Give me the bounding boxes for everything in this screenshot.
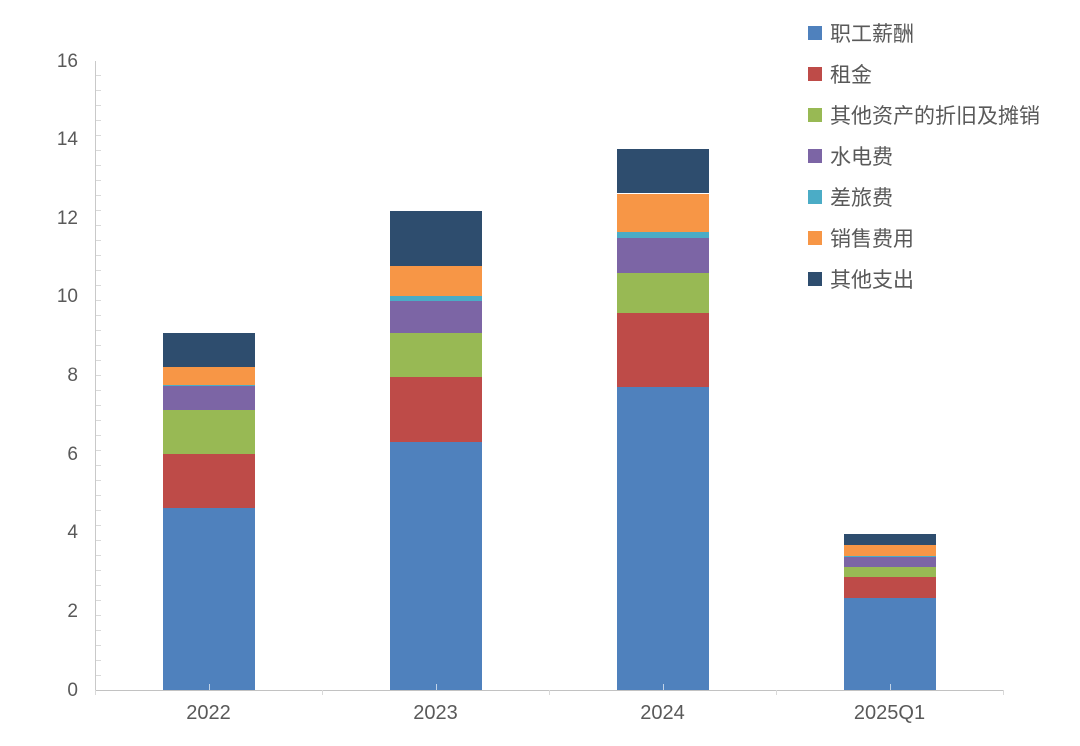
legend-item-1: 租金 xyxy=(808,53,1040,94)
legend-label: 销售费用 xyxy=(830,227,914,251)
y-tick-label-0: 0 xyxy=(67,679,78,701)
x-tick-label-2024: 2024 xyxy=(640,702,685,724)
bar-2025Q1-segment xyxy=(843,534,936,545)
y-tick-label-4: 4 xyxy=(67,522,78,544)
bar-2022-segment xyxy=(162,410,255,455)
x-axis-tick xyxy=(95,690,96,695)
bar-2024-segment xyxy=(616,273,709,313)
bar-2024-segment xyxy=(616,237,709,274)
legend-swatch-icon xyxy=(808,189,822,204)
x-tick-label-2022: 2022 xyxy=(186,702,231,724)
legend: 职工薪酬租金其他资产的折旧及摊销 水电费差旅费销售费用其他支出 xyxy=(808,12,1040,299)
bar-2023-segment xyxy=(389,442,482,690)
y-tick-label-14: 14 xyxy=(56,129,78,151)
y-tick-label-12: 12 xyxy=(56,207,78,229)
bar-2023-segment xyxy=(389,211,482,266)
bar-2022-segment xyxy=(162,366,255,385)
bar-2023-segment xyxy=(389,333,482,378)
bar-2025Q1-segment xyxy=(843,555,936,557)
y-tick-label-2: 2 xyxy=(67,600,78,622)
bar-2024-segment xyxy=(616,231,709,238)
bar-2025Q1-segment xyxy=(843,597,936,690)
legend-swatch-icon xyxy=(808,107,822,122)
y-tick-label-8: 8 xyxy=(67,365,78,386)
x-axis-tick xyxy=(322,690,323,695)
bar-center-tick xyxy=(889,684,891,690)
bar-2024-segment xyxy=(616,312,709,388)
legend-swatch-icon xyxy=(808,230,822,245)
legend-label: 职工薪酬 xyxy=(830,22,914,46)
x-tick-label-2025Q1: 2025Q1 xyxy=(853,702,926,724)
bar-2025Q1-segment xyxy=(843,566,936,578)
x-axis-tick xyxy=(776,690,777,695)
x-axis-tick xyxy=(1003,690,1004,695)
bar-2025Q1-segment xyxy=(843,556,936,567)
bar-2022-segment xyxy=(162,454,255,509)
legend-swatch-icon xyxy=(808,25,822,40)
legend-swatch-icon xyxy=(808,271,822,286)
bar-2023-segment xyxy=(389,301,482,334)
bar-2022-segment xyxy=(162,385,255,411)
x-tick-label-2023: 2023 xyxy=(413,702,458,724)
legend-label: 水电费 xyxy=(830,145,893,169)
bar-2022-segment xyxy=(162,332,255,367)
legend-label: 其他支出 xyxy=(830,268,914,292)
legend-label: 租金 xyxy=(830,63,872,87)
legend-item-6: 其他支出 xyxy=(808,258,1040,299)
bar-center-tick xyxy=(435,684,437,690)
y-tick-label-16: 16 xyxy=(56,50,78,72)
legend-label: 差旅费 xyxy=(830,186,893,210)
legend-label: 其他资产的折旧及摊销 xyxy=(830,104,1040,128)
y-tick-label-10: 10 xyxy=(56,286,78,308)
bar-center-tick xyxy=(208,684,210,690)
bar-2023-segment xyxy=(389,377,482,443)
bar-2023-segment xyxy=(389,295,482,302)
y-axis-line xyxy=(95,61,96,695)
y-tick-label-6: 6 xyxy=(67,443,78,465)
legend-item-4: 差旅费 xyxy=(808,176,1040,217)
x-axis-tick xyxy=(549,690,550,695)
bar-2024-segment xyxy=(616,149,709,194)
bar-2022-segment xyxy=(162,508,255,690)
y-axis-minor-ticks xyxy=(96,61,101,690)
bar-2024-segment xyxy=(616,193,709,232)
legend-item-3: 水电费 xyxy=(808,135,1040,176)
bar-2023-segment xyxy=(389,265,482,296)
legend-item-5: 销售费用 xyxy=(808,217,1040,258)
bar-2025Q1-segment xyxy=(843,577,936,598)
bar-2022-segment xyxy=(162,384,255,386)
bar-2024-segment xyxy=(616,387,709,690)
plot-area xyxy=(95,61,1003,690)
legend-item-0: 职工薪酬 xyxy=(808,12,1040,53)
legend-swatch-icon xyxy=(808,66,822,81)
bar-2025Q1-segment xyxy=(843,544,936,556)
legend-item-2: 其他资产的折旧及摊销 xyxy=(808,94,1040,135)
legend-swatch-icon xyxy=(808,148,822,163)
bar-center-tick xyxy=(662,684,664,690)
